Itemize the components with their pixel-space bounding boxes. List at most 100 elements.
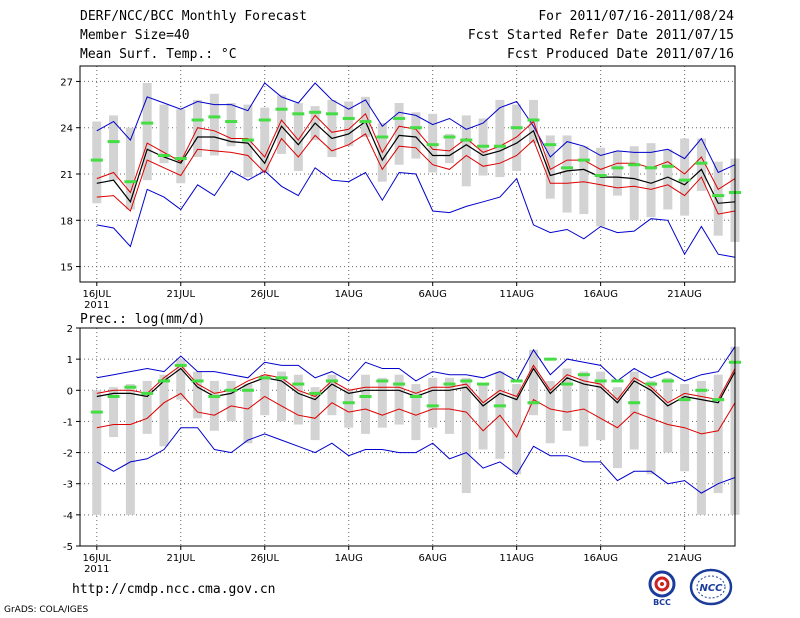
temp-member-mark xyxy=(712,194,725,198)
prec-x-label: 16AUG xyxy=(583,553,618,564)
temp-spread-bar xyxy=(209,93,219,156)
temp-x-label: 26JUL xyxy=(250,289,279,300)
prec-max-line xyxy=(96,346,736,382)
prec-panel: -5 -4 -3 -2 -1 0 1 2 16JUL 21JUL 26JUL 1AUG 6AUG 11AU… xyxy=(63,324,741,575)
temp-member-mark xyxy=(309,110,322,114)
prec-x-label: 21JUL xyxy=(166,553,195,564)
prec-member-mark xyxy=(611,379,624,383)
prec-y-label: -3 xyxy=(63,480,73,491)
prec-spread-bar xyxy=(478,384,488,450)
temp-y-label: 15 xyxy=(60,263,73,274)
temp-x-label: 16AUG xyxy=(583,289,618,300)
prec-spread-bar xyxy=(444,377,454,434)
temp-member-mark xyxy=(510,126,523,130)
temp-spread-bar xyxy=(394,103,404,165)
temp-spread-bar xyxy=(277,95,287,154)
produced-date: Fcst Produced Date 2011/07/16 xyxy=(507,47,734,62)
prec-member-mark xyxy=(460,379,473,383)
prec-member-mark xyxy=(712,398,725,402)
temp-member-mark xyxy=(292,112,305,116)
prec-member-mark xyxy=(90,410,103,414)
bcc-logo-text: BCC xyxy=(653,598,671,607)
prec-spread-bar xyxy=(377,377,387,428)
prec-x-label: 6AUG xyxy=(419,553,447,564)
prec-frame xyxy=(79,327,736,547)
prec-member-mark xyxy=(493,404,506,408)
temp-member-mark xyxy=(661,164,674,168)
temp-spread-bar xyxy=(512,104,522,171)
temp-member-mark xyxy=(628,163,641,167)
ncc-logo-text: NCC xyxy=(699,583,723,594)
source-url[interactable]: http://cmdp.ncc.cma.gov.cn xyxy=(72,582,276,597)
prec-member-mark xyxy=(527,401,540,405)
prec-member-mark xyxy=(409,395,422,399)
prec-member-mark xyxy=(292,382,305,386)
temp-member-mark xyxy=(325,112,338,116)
prec-min-line xyxy=(96,427,736,494)
prec-member-mark xyxy=(107,395,120,399)
prec-y-label: 1 xyxy=(67,355,73,366)
temp-member-mark xyxy=(611,166,624,170)
temp-y-label: 24 xyxy=(60,124,73,135)
prec-member-mark xyxy=(225,388,238,392)
temp-spread-bar xyxy=(461,115,471,187)
prec-member-mark xyxy=(510,379,523,383)
prec-member-mark xyxy=(695,388,708,392)
temp-panel: 15 18 21 24 27 16JUL 21JUL 26JUL 1AUG 6AUG 11AUG 16… xyxy=(60,65,741,311)
prec-x-label: 21AUG xyxy=(667,553,702,564)
temp-max-line xyxy=(96,82,736,174)
prec-member-mark xyxy=(594,379,607,383)
temp-spread-bar xyxy=(646,143,656,218)
prec-member-mark xyxy=(309,391,322,395)
temp-member-mark xyxy=(477,144,490,148)
temp-member-mark xyxy=(258,118,271,122)
temp-x-label: 1AUG xyxy=(335,289,363,300)
temp-member-mark xyxy=(594,174,607,178)
temp-spread-bar xyxy=(109,115,119,181)
temp-spread-bar xyxy=(142,82,152,181)
member-size: Member Size=40 xyxy=(80,28,190,43)
prec-spread-bar xyxy=(293,374,303,425)
prec-x-label: 16JUL xyxy=(83,553,112,564)
prec-spread-bar xyxy=(663,377,673,453)
chart-title: DERF/NCC/BCC Monthly Forecast xyxy=(80,9,307,24)
temp-spread-bar xyxy=(176,109,186,184)
prec-spread-bar xyxy=(646,380,656,475)
temp-spread-bar xyxy=(713,161,723,236)
prec-spread-bar xyxy=(394,374,404,425)
prec-member-mark xyxy=(359,395,372,399)
prec-member-mark xyxy=(645,382,658,386)
variable-label: Mean Surf. Temp.: °C xyxy=(80,47,237,62)
prec-spread-bar xyxy=(109,387,119,437)
temp-spread-bar xyxy=(159,104,169,164)
prec-spread-bar xyxy=(125,384,135,515)
prec-member-mark xyxy=(157,379,170,383)
temp-x-label: 6AUG xyxy=(419,289,447,300)
prec-member-mark xyxy=(325,379,338,383)
prec-member-mark xyxy=(191,379,204,383)
temp-spread-bar xyxy=(579,146,589,215)
temp-spread-bar xyxy=(612,150,622,196)
prec-member-mark xyxy=(544,357,557,361)
prec-x-label: 26JUL xyxy=(250,553,279,564)
start-date: Fcst Started Refer Date 2011/07/15 xyxy=(467,28,734,43)
prec-spread-bar xyxy=(327,374,337,416)
prec-spread-bar xyxy=(226,380,236,422)
prec-panel-title: Prec.: log(mm/d) xyxy=(80,312,205,327)
forecast-range: For 2011/07/16-2011/08/24 xyxy=(538,9,734,24)
prec-y-label: -1 xyxy=(63,417,73,428)
prec-member-mark xyxy=(477,382,490,386)
prec-spread-bar xyxy=(277,371,287,422)
temp-min-line xyxy=(96,167,736,258)
ncc-logo: NCC xyxy=(689,568,733,606)
prec-upper-quartile-line xyxy=(96,364,736,404)
temp-spread-bar xyxy=(562,135,572,213)
temp-year-label: 2011 xyxy=(84,300,109,311)
prec-spread-bar xyxy=(713,374,723,494)
prec-y-label: -2 xyxy=(63,449,73,460)
prec-spread-bar xyxy=(344,390,354,428)
temp-spread-bar xyxy=(596,147,606,227)
prec-lower-quartile-line xyxy=(96,392,736,438)
temp-member-mark xyxy=(645,166,658,170)
temp-member-mark xyxy=(141,121,154,125)
